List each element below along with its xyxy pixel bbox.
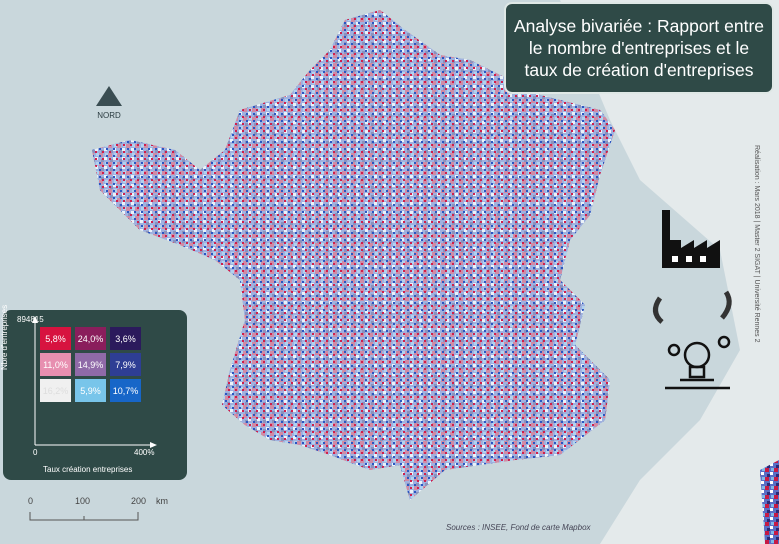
legend-cell: 3,6%	[110, 327, 141, 350]
legend-cell: 11,0%	[40, 353, 71, 376]
corsica-shape	[760, 460, 779, 544]
north-arrow: NORD	[94, 86, 124, 120]
legend-cell: 7,9%	[110, 353, 141, 376]
france-overlay	[92, 10, 615, 500]
legend-cell: 5,9%	[75, 379, 106, 402]
scale-label-200: 200	[131, 496, 147, 506]
north-arrow-icon	[96, 86, 122, 106]
neighbour-land	[560, 0, 779, 544]
bivariate-legend: 5,8% 24,0% 3,6% 11,0% 14,9% 7,9% 16,2% 5,9% 10,7…	[3, 310, 187, 480]
legend-y-label: Nbre d'entreprises	[0, 304, 9, 370]
legend-y-max: 894815	[17, 315, 44, 324]
cycle-arrows-icon	[653, 290, 732, 324]
north-label: NORD	[97, 111, 121, 120]
scale-unit: km	[156, 496, 168, 506]
legend-cell: 10,7%	[110, 379, 141, 402]
factory-icon	[662, 210, 720, 268]
sources-text: Sources : INSEE, Fond de carte Mapbox	[446, 523, 591, 532]
credit-text: Réalisation : Mars 2018 | Master 2 SIGAT…	[753, 145, 760, 343]
legend-axes	[32, 316, 157, 448]
scale-label-0: 0	[28, 496, 34, 506]
innovation-bulb-icon	[665, 335, 731, 390]
legend-cell: 16,2%	[40, 379, 71, 402]
map-title: Analyse bivariée : Rapport entre le nomb…	[504, 2, 774, 94]
legend-x-label: Taux création entreprises	[43, 465, 133, 474]
legend-x-max: 400%	[134, 448, 155, 457]
legend-cell: 5,8%	[40, 327, 71, 350]
legend-x-min: 0	[33, 448, 38, 457]
scale-label-100: 100	[75, 496, 91, 506]
legend-cell: 24,0%	[75, 327, 106, 350]
scale-bar	[29, 512, 139, 521]
legend-cell: 14,9%	[75, 353, 106, 376]
